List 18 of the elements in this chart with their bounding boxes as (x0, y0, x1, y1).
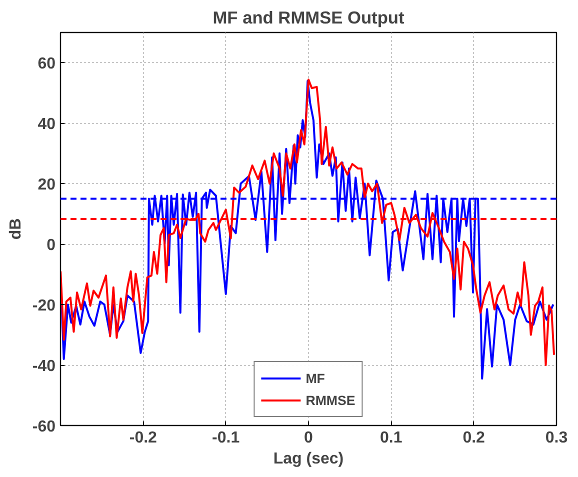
x-tick-label: 0.3 (545, 430, 568, 446)
legend-label: MF (306, 370, 326, 386)
x-axis-title: Lag (sec) (273, 450, 344, 468)
x-tick-label: 0 (304, 430, 314, 446)
y-tick-label: -20 (32, 298, 56, 315)
y-tick-label: 60 (38, 56, 56, 73)
y-tick-label: 40 (38, 116, 56, 134)
legend-label: RMMSE (306, 392, 356, 408)
x-tick-label: -0.2 (129, 430, 158, 446)
chart-title: MF and RMMSE Output (212, 8, 404, 28)
x-tick-label: 0.1 (380, 430, 402, 446)
y-tick-label: -60 (32, 418, 56, 436)
x-tick-label: -0.1 (212, 430, 240, 446)
y-axis-title: dB (7, 218, 24, 240)
y-tick-label: -40 (32, 358, 56, 376)
x-tick-label: 0.2 (462, 430, 486, 446)
y-tick-label: 20 (38, 176, 56, 194)
y-tick-label: 0 (46, 237, 56, 254)
